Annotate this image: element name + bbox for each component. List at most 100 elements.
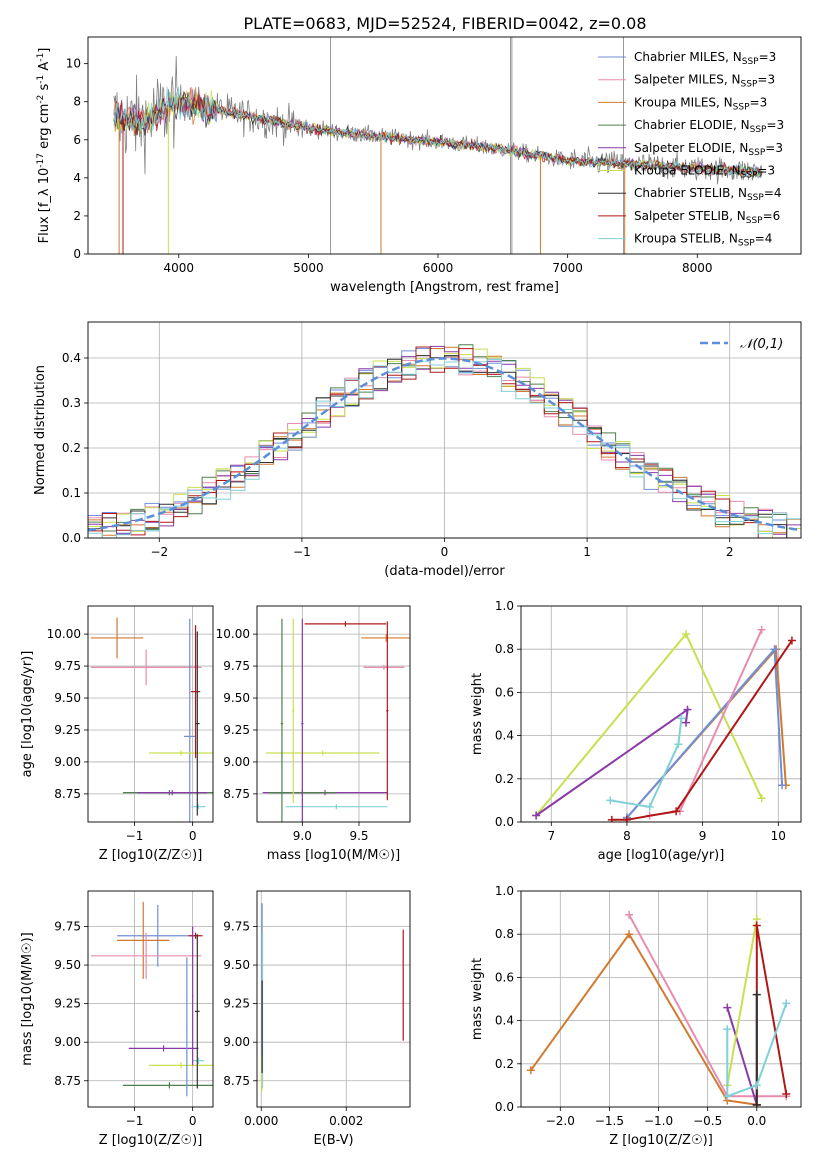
y-tick-label: 9.50 [54, 691, 81, 705]
error-bar [292, 618, 295, 803]
y-tick-label: 10.00 [216, 627, 250, 641]
y-tick-label: 2 [73, 209, 81, 223]
weight-marker [757, 794, 766, 803]
residual-histogram [88, 348, 801, 538]
weight-marker [674, 740, 683, 749]
x-tick-label: −0.5 [693, 1114, 722, 1128]
weight-marker [625, 910, 634, 919]
weight-marker [752, 1081, 761, 1090]
figure-title: PLATE=0683, MJD=52524, FIBERID=0042, z=0… [243, 14, 646, 33]
legend-label: Kroupa ELODIE, NSSP=3 [634, 164, 775, 181]
legend-label: Chabrier ELODIE, NSSP=3 [634, 118, 784, 135]
error-bar [137, 790, 208, 796]
y-axis-label: mass [log10(M/M☉)] [20, 932, 35, 1065]
axes-frame [520, 890, 802, 1108]
x-tick-label: −1 [126, 829, 144, 843]
legend-label: Kroupa MILES, NSSP=3 [634, 95, 767, 112]
axes-frame [87, 321, 802, 539]
weight-series [626, 646, 787, 819]
x-tick-label: 9.0 [293, 829, 312, 843]
axes-frame [87, 36, 802, 255]
panel-weight-vs-Z: −2.0 −1.5 −1.0 −0.5 0.0 0.0 0.2 0.4 0.6 0.8 1.0 Z [… [470, 884, 802, 1148]
y-tick-label: 0.6 [495, 685, 514, 699]
legend-label: Chabrier MILES, NSSP=3 [634, 50, 776, 67]
panel-mass-vs-Z: −1 0 8.75 9.00 9.25 9.50 9.75 Z [log10(Z/Z☉)] ma… [20, 890, 214, 1148]
error-bar [301, 618, 304, 822]
y-tick-label: 0.2 [495, 1057, 514, 1071]
y-tick-label: 9.50 [223, 958, 250, 972]
y-tick-label: 1.0 [495, 884, 514, 898]
y-tick-label: 0.8 [495, 927, 514, 941]
weight-marker [622, 815, 631, 822]
panel-weight-vs-age: 7 8 9 10 0.0 0.2 0.4 0.6 0.8 1.0 age [log10(age/yr… [470, 599, 802, 863]
error-bar [194, 934, 200, 1089]
y-tick-label: 9.50 [54, 958, 81, 972]
x-tick-label: 9.5 [349, 829, 368, 843]
error-bar [90, 617, 144, 659]
error-bar [280, 618, 284, 822]
x-tick-label: 0 [189, 829, 197, 843]
y-tick-label: 0.0 [495, 815, 514, 829]
legend-label: Kroupa STELIB, NSSP=4 [634, 232, 772, 249]
plot-area [88, 344, 801, 538]
weight-marker [526, 1066, 535, 1075]
error-bar [122, 1082, 213, 1089]
axes-frame [520, 605, 802, 823]
y-tick-label: 0.8 [495, 642, 514, 656]
weight-marker [752, 1100, 761, 1107]
weight-marker [723, 1092, 732, 1101]
panel-age-vs-Z: −1 0 8.75 9.00 9.25 9.50 9.75 10.00 Z [log10(Z/Z… [20, 605, 214, 863]
x-tick-label: 7 [547, 829, 555, 843]
weight-series [726, 1007, 758, 1106]
weight-series [535, 632, 763, 817]
y-tick-label: 1.0 [495, 599, 514, 613]
y-tick-label: 0.2 [495, 772, 514, 786]
error-bar [188, 932, 203, 939]
x-axis-label: mass [log10(M/M☉)] [267, 848, 400, 863]
y-tick-label: 9.75 [223, 919, 250, 933]
weight-marker [607, 815, 616, 822]
x-tick-label: 8 [623, 829, 631, 843]
y-tick-label: 9.00 [54, 1035, 81, 1049]
y-tick-label: 9.75 [54, 919, 81, 933]
weight-series [726, 918, 758, 1086]
error-bar [361, 634, 410, 642]
normal-curve [88, 357, 801, 532]
x-tick-label: −1 [126, 1114, 144, 1128]
weight-marker [782, 999, 791, 1008]
error-bar [191, 804, 206, 810]
plot-area [113, 37, 763, 254]
y-tick-label: 0.4 [495, 729, 514, 743]
x-tick-label: 10 [771, 829, 786, 843]
legend-label: Chabrier STELIB, NSSP=4 [634, 186, 782, 203]
x-tick-label: −1 [293, 545, 311, 559]
y-tick-label: 8.75 [54, 1074, 81, 1088]
y-tick-label: 6 [73, 133, 81, 147]
y-tick-label: 0.0 [495, 1100, 514, 1114]
y-tick-label: 0.4 [495, 1014, 514, 1028]
weight-marker [770, 645, 779, 654]
legend-label: Salpeter STELIB, NSSP=6 [634, 209, 780, 226]
error-bar [117, 901, 170, 979]
x-tick-label: 2 [726, 545, 734, 559]
weight-marker [532, 811, 541, 820]
x-tick-label: −1.0 [644, 1114, 673, 1128]
y-tick-label: 0.3 [62, 396, 81, 410]
x-axis-label: Z [log10(Z/Z☉)] [99, 848, 203, 863]
y-tick-label: 9.75 [54, 659, 81, 673]
y-axis-label: mass weight [470, 673, 485, 755]
weight-marker [681, 718, 690, 727]
axes-frame [256, 890, 411, 1108]
error-bar [192, 1057, 205, 1064]
weight-marker [778, 781, 787, 790]
weight-series [529, 932, 757, 1106]
weight-series [726, 1002, 788, 1098]
y-tick-label: 10 [66, 57, 81, 71]
y-tick-label: 9.25 [54, 723, 81, 737]
y-axis-label: age [log10(age/yr)] [20, 651, 35, 778]
plot-area [90, 901, 213, 1097]
x-axis-label: age [log10(age/yr)] [598, 848, 725, 863]
y-tick-label: 10.00 [47, 627, 81, 641]
